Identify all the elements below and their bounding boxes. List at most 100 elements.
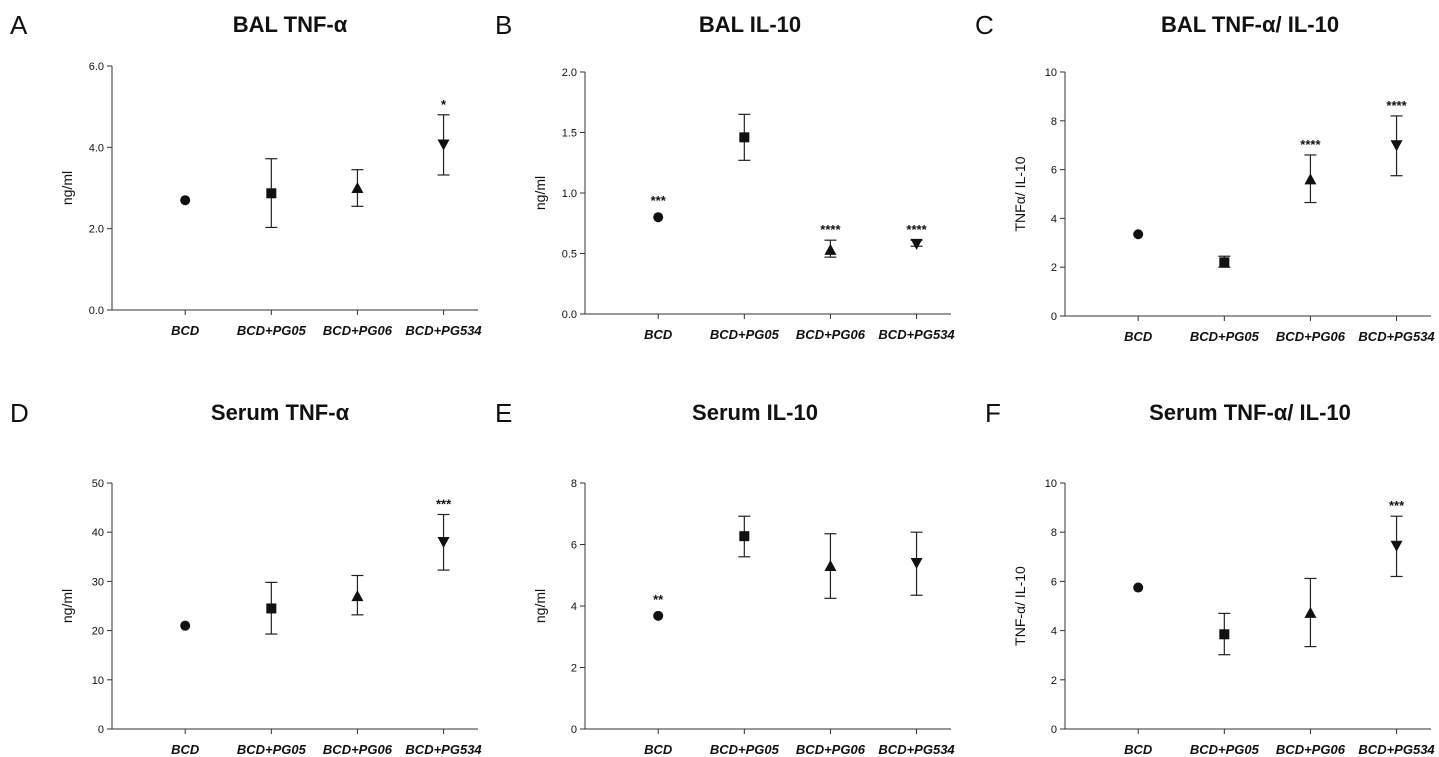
y-tick-label: 10 [92, 675, 104, 687]
x-tick-label-bcd: BCD [644, 327, 673, 342]
data-point-square [739, 531, 750, 542]
data-point-triangle-down [910, 238, 923, 250]
panel-letter-c: C [975, 10, 994, 40]
x-tick-label-bcd: BCD [171, 742, 200, 757]
panel-letter-f: F [985, 398, 1001, 428]
y-tick-label: 1.5 [562, 128, 577, 140]
data-point-triangle-down [437, 537, 450, 549]
significance-marker: **** [1386, 98, 1407, 113]
y-tick-label: 2 [1051, 675, 1057, 687]
y-tick-label: 10 [1045, 67, 1057, 79]
x-tick-label-bcd-pg534: BCD+PG534 [405, 742, 482, 757]
significance-marker: *** [1389, 498, 1405, 513]
x-tick-label-bcd-pg05: BCD+PG05 [710, 742, 780, 757]
y-tick-label: 4 [1051, 213, 1057, 225]
y-tick-label: 30 [92, 576, 104, 588]
y-tick-label: 2.0 [89, 224, 104, 236]
y-tick-label: 8 [571, 478, 577, 490]
x-tick-label-bcd-pg534: BCD+PG534 [1358, 329, 1435, 344]
significance-marker: **** [906, 222, 927, 237]
y-tick-label: 40 [92, 527, 104, 539]
chart-title-c: BAL TNF-α/ IL-10 [1160, 12, 1340, 37]
y-tick-label: 20 [92, 626, 104, 638]
chart-title-b: BAL IL-10 [698, 12, 802, 37]
significance-marker: *** [436, 496, 452, 511]
data-point-square [1219, 629, 1230, 640]
data-point-triangle-down [437, 139, 450, 151]
y-tick-label: 0 [1051, 724, 1057, 736]
data-point-triangle-down [1390, 540, 1403, 552]
chart-title-f: Serum TNF-α/ IL-10 [1149, 400, 1351, 425]
x-tick-label-bcd-pg05: BCD+PG05 [1190, 329, 1260, 344]
panel-letter-e: E [495, 398, 513, 428]
chart-title-d: Serum TNF-α [210, 400, 350, 425]
data-point-circle [180, 620, 191, 631]
y-tick-label: 8 [1051, 116, 1057, 128]
y-axis-label: TNF-α/ IL-10 [1012, 566, 1028, 646]
chart-d: 0 10 20 30 40 50 ng/ml BCD BCD+PG05 BCD+PG06 BCD+P… [59, 478, 482, 757]
x-tick-label-bcd-pg06: BCD+PG06 [1276, 742, 1346, 757]
x-tick-label-bcd-pg05: BCD+PG05 [237, 742, 307, 757]
data-point-square [266, 188, 277, 199]
y-tick-label: 50 [92, 478, 104, 490]
data-point-triangle-up [351, 590, 364, 602]
y-tick-label: 2 [1051, 262, 1057, 274]
y-axis-label: ng/ml [532, 589, 548, 623]
data-point-triangle-down [1390, 140, 1403, 152]
y-tick-label: 0.0 [89, 305, 104, 317]
x-tick-label-bcd-pg06: BCD+PG06 [323, 742, 393, 757]
data-point-triangle-up [351, 182, 364, 193]
panel-letter-b: B [495, 10, 513, 40]
y-axis-label: ng/ml [59, 589, 75, 623]
data-point-square [739, 132, 750, 143]
data-point-square [266, 603, 277, 614]
chart-a: 0.0 2.0 4.0 6.0 ng/ml BCD BCD+PG05 BCD+PG06 BCD+… [59, 61, 482, 338]
y-tick-label: 2.0 [562, 67, 577, 79]
y-tick-label: 0.0 [562, 309, 577, 321]
x-tick-label-bcd: BCD [1124, 329, 1153, 344]
x-tick-label-bcd-pg05: BCD+PG05 [1190, 742, 1260, 757]
chart-b: 0.0 0.5 1.0 1.5 2.0 ng/ml BCD BCD+PG05 BCD+PG06 B… [532, 67, 955, 342]
x-tick-label-bcd-pg06: BCD+PG06 [796, 742, 866, 757]
significance-marker: * [441, 97, 447, 112]
y-tick-label: 0 [98, 724, 104, 736]
x-tick-label-bcd-pg05: BCD+PG05 [710, 327, 780, 342]
chart-title-e: Serum IL-10 [692, 400, 818, 425]
y-tick-label: 6 [571, 540, 577, 552]
data-point-triangle-up [1304, 606, 1317, 618]
data-point-triangle-up [1304, 173, 1317, 185]
y-axis-label: TNFα/ IL-10 [1012, 156, 1028, 231]
y-tick-label: 2 [571, 663, 577, 675]
chart-title-a: BAL TNF-α [232, 12, 348, 37]
x-tick-label-bcd-pg534: BCD+PG534 [878, 327, 955, 342]
data-point-square [1219, 257, 1230, 268]
data-point-triangle-up [824, 560, 837, 572]
y-tick-label: 6.0 [89, 61, 104, 73]
panel-letter-a: A [10, 10, 28, 40]
data-point-circle [653, 212, 664, 223]
y-axis-label: ng/ml [59, 171, 75, 205]
y-tick-label: 8 [1051, 527, 1057, 539]
data-point-circle [180, 195, 191, 206]
data-point-circle [653, 610, 664, 621]
data-point-circle [1133, 229, 1144, 240]
chart-c: 0 2 4 6 8 10 TNFα/ IL-10 BCD BCD+PG05 BCD+PG06 BCD… [1012, 67, 1435, 344]
x-tick-label-bcd-pg06: BCD+PG06 [796, 327, 866, 342]
y-tick-label: 4.0 [89, 142, 104, 154]
chart-e: 0 2 4 6 8 ng/ml BCD BCD+PG05 BCD+PG06 BCD+PG534 ** [532, 478, 955, 757]
significance-marker: ** [653, 592, 664, 607]
x-tick-label-bcd: BCD [171, 323, 200, 338]
data-point-circle [1133, 582, 1144, 593]
y-axis-label: ng/ml [532, 176, 548, 210]
x-tick-label-bcd-pg05: BCD+PG05 [237, 323, 307, 338]
panel-letter-d: D [10, 398, 29, 428]
y-tick-label: 1.0 [562, 188, 577, 200]
y-tick-label: 4 [1051, 626, 1057, 638]
x-tick-label-bcd-pg534: BCD+PG534 [405, 323, 482, 338]
y-tick-label: 0.5 [562, 249, 577, 261]
x-tick-label-bcd: BCD [1124, 742, 1153, 757]
significance-marker: *** [651, 193, 667, 208]
x-tick-label-bcd-pg534: BCD+PG534 [1358, 742, 1435, 757]
x-tick-label-bcd-pg534: BCD+PG534 [878, 742, 955, 757]
